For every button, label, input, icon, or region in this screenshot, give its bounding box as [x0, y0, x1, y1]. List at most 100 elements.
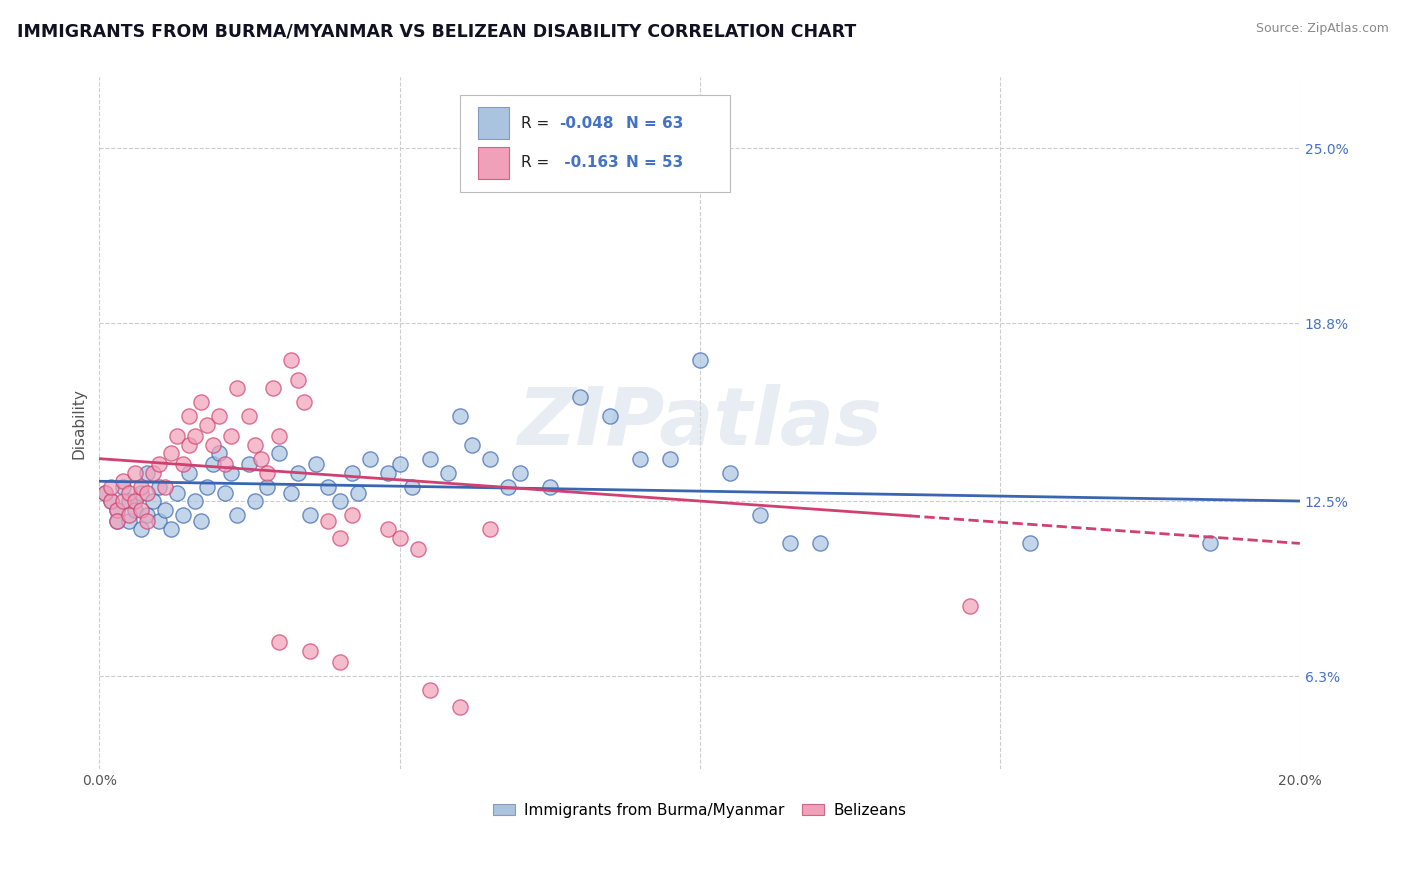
- Point: [1018, 536, 1040, 550]
- Point: [112, 494, 135, 508]
- Point: [118, 508, 141, 523]
- Point: [179, 437, 201, 451]
- Y-axis label: Disability: Disability: [72, 388, 86, 458]
- Point: [245, 494, 267, 508]
- Point: [316, 480, 339, 494]
- Point: [100, 494, 122, 508]
- Point: [298, 643, 321, 657]
- Text: IMMIGRANTS FROM BURMA/MYANMAR VS BELIZEAN DISABILITY CORRELATION CHART: IMMIGRANTS FROM BURMA/MYANMAR VS BELIZEA…: [17, 22, 856, 40]
- Point: [377, 466, 399, 480]
- Point: [718, 466, 741, 480]
- Point: [328, 494, 350, 508]
- Point: [401, 480, 423, 494]
- Point: [568, 390, 591, 404]
- Point: [238, 409, 260, 424]
- Point: [136, 508, 159, 523]
- Point: [190, 514, 212, 528]
- Point: [1198, 536, 1220, 550]
- Text: N = 53: N = 53: [627, 155, 683, 170]
- Legend: Immigrants from Burma/Myanmar, Belizeans: Immigrants from Burma/Myanmar, Belizeans: [486, 797, 912, 824]
- Point: [166, 429, 188, 443]
- Point: [449, 700, 471, 714]
- Point: [245, 437, 267, 451]
- Text: ZIPatlas: ZIPatlas: [517, 384, 882, 462]
- Point: [406, 542, 429, 557]
- Point: [658, 451, 681, 466]
- Point: [388, 531, 411, 545]
- Point: [112, 475, 135, 489]
- Point: [160, 522, 183, 536]
- Point: [202, 458, 225, 472]
- Point: [118, 494, 141, 508]
- Point: [328, 655, 350, 669]
- Point: [214, 485, 236, 500]
- Point: [256, 480, 278, 494]
- Point: [136, 485, 159, 500]
- Point: [142, 466, 165, 480]
- Point: [112, 480, 135, 494]
- Point: [172, 458, 194, 472]
- Point: [377, 522, 399, 536]
- Point: [808, 536, 831, 550]
- Point: [142, 494, 165, 508]
- Point: [419, 451, 441, 466]
- Point: [94, 485, 117, 500]
- Point: [155, 480, 177, 494]
- Point: [287, 466, 309, 480]
- Point: [184, 429, 207, 443]
- Point: [359, 451, 381, 466]
- Point: [449, 409, 471, 424]
- Point: [280, 352, 302, 367]
- Point: [509, 466, 531, 480]
- Point: [184, 494, 207, 508]
- Point: [166, 485, 188, 500]
- Point: [160, 446, 183, 460]
- Point: [340, 466, 363, 480]
- Point: [599, 409, 621, 424]
- Point: [118, 514, 141, 528]
- Point: [496, 480, 519, 494]
- Point: [628, 451, 651, 466]
- Point: [131, 480, 153, 494]
- Point: [118, 485, 141, 500]
- Point: [460, 437, 482, 451]
- Point: [190, 395, 212, 409]
- Point: [298, 508, 321, 523]
- Text: R =: R =: [520, 116, 554, 131]
- Point: [221, 466, 243, 480]
- Point: [124, 466, 146, 480]
- Point: [100, 480, 122, 494]
- Point: [304, 458, 326, 472]
- Point: [107, 514, 129, 528]
- Point: [478, 522, 501, 536]
- Point: [179, 409, 201, 424]
- FancyBboxPatch shape: [478, 107, 509, 139]
- Point: [148, 514, 170, 528]
- Point: [136, 466, 159, 480]
- Point: [221, 429, 243, 443]
- Point: [340, 508, 363, 523]
- Point: [107, 502, 129, 516]
- Point: [478, 451, 501, 466]
- Point: [538, 480, 561, 494]
- Point: [269, 446, 291, 460]
- Point: [269, 429, 291, 443]
- Point: [346, 485, 368, 500]
- Point: [263, 381, 285, 395]
- Point: [208, 446, 231, 460]
- Point: [250, 451, 273, 466]
- Point: [292, 395, 315, 409]
- Point: [100, 494, 122, 508]
- Text: -0.163: -0.163: [560, 155, 619, 170]
- Point: [388, 458, 411, 472]
- Point: [328, 531, 350, 545]
- Point: [689, 352, 711, 367]
- FancyBboxPatch shape: [478, 147, 509, 179]
- Point: [179, 466, 201, 480]
- Point: [107, 514, 129, 528]
- Text: R =: R =: [520, 155, 554, 170]
- Point: [131, 502, 153, 516]
- Point: [148, 458, 170, 472]
- Point: [419, 683, 441, 698]
- Point: [148, 480, 170, 494]
